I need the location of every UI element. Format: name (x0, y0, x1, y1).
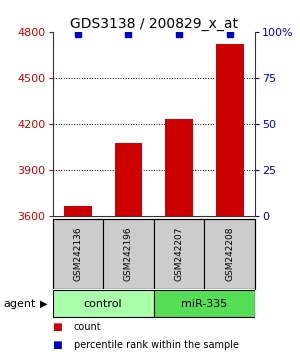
Bar (216, 44, 244, 216)
Text: count: count (74, 322, 101, 332)
Text: ■: ■ (52, 340, 62, 350)
Bar (52, 290, 154, 317)
Bar (154, 219, 204, 289)
Title: GDS3138 / 200829_x_at: GDS3138 / 200829_x_at (70, 17, 238, 31)
Text: agent: agent (3, 298, 35, 309)
Bar (154, 290, 255, 317)
Text: ■: ■ (52, 322, 62, 332)
Text: control: control (84, 298, 122, 309)
Bar (204, 219, 255, 289)
Bar (115, 143, 142, 216)
Text: GSM242208: GSM242208 (225, 227, 234, 281)
Text: GSM242136: GSM242136 (73, 227, 82, 281)
Text: GSM242196: GSM242196 (124, 227, 133, 281)
Text: GSM242207: GSM242207 (175, 227, 184, 281)
Bar (52, 219, 103, 289)
Bar (64, 206, 92, 216)
Bar (103, 219, 154, 289)
Text: miR-335: miR-335 (181, 298, 227, 309)
Text: ▶: ▶ (40, 298, 47, 309)
Bar (165, 119, 193, 216)
Text: percentile rank within the sample: percentile rank within the sample (74, 340, 238, 350)
